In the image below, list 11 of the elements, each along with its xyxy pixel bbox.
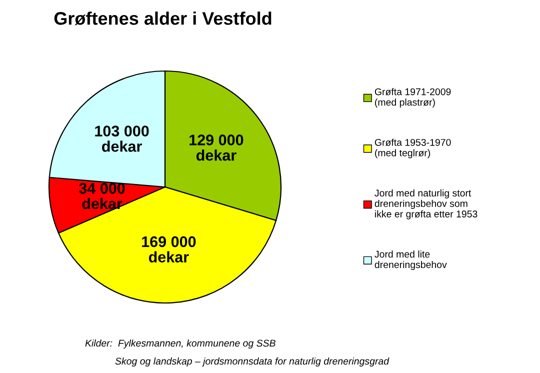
- text: Skog og landskap – jordsmonnsdata for naturlig dreneringsgrad: [115, 357, 390, 367]
- data-label: 169 000 dekar: [142, 236, 196, 262]
- data-label: 34 000 dekar: [79, 182, 125, 210]
- data-label: 103 000 dekar: [95, 126, 149, 152]
- legend-label: Grøfta 1953-1970 (med teglrør): [374, 138, 451, 158]
- text: Kilder: Fylkesmannen, kommunene og SSB: [85, 339, 276, 349]
- chart-title: Grøftenes alder i Vestfold: [54, 12, 272, 26]
- legend-label: Jord med naturlig stort dreneringsbehov som ikke er grøfta etter 1953: [374, 189, 478, 220]
- data-label: 129 000 dekar: [190, 134, 244, 161]
- legend-label: Grøfta 1971-2009 (med plastrør): [374, 88, 451, 108]
- legend-label: Jord med lite dreneringsbehov: [374, 250, 447, 270]
